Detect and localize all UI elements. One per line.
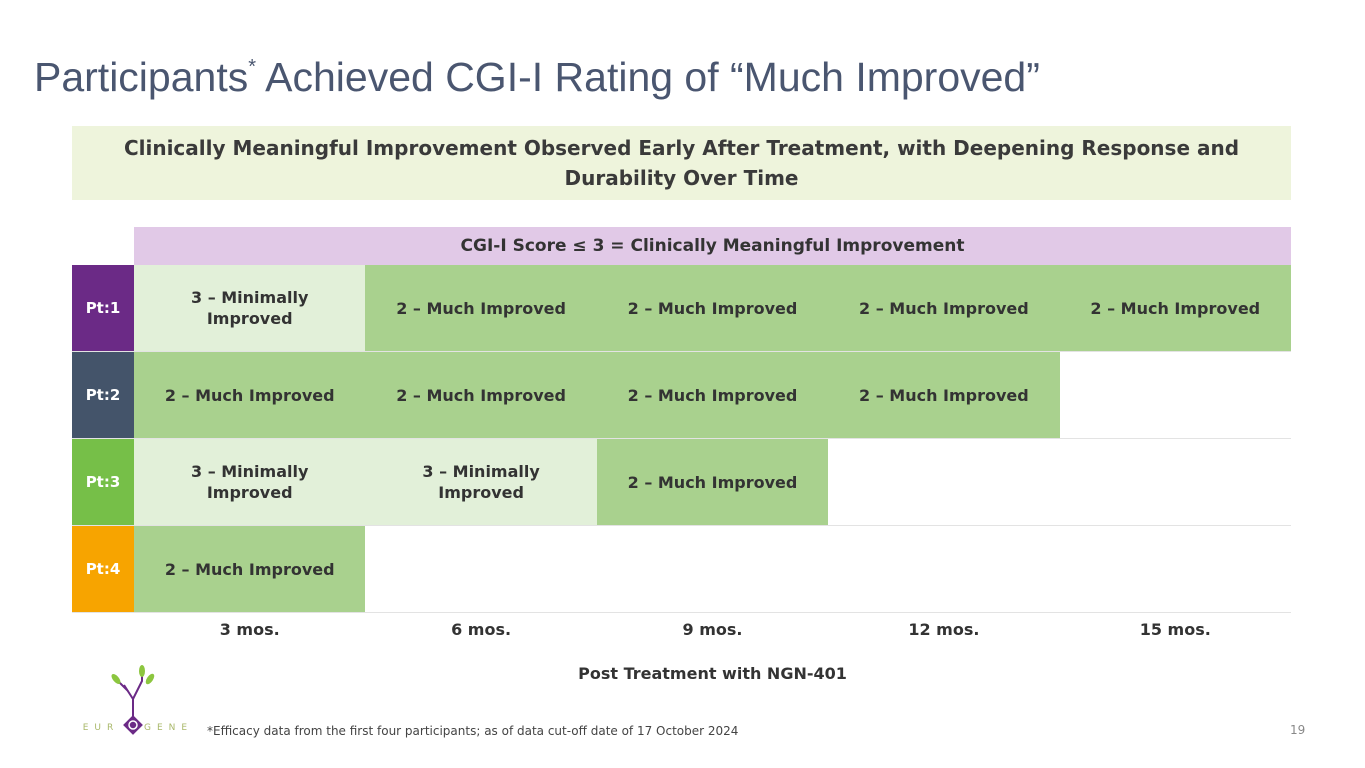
rating-cell: 2 – Much Improved (134, 352, 366, 438)
rating-cell: 3 – Minimally Improved (134, 439, 366, 525)
table-row: Pt:3 3 – Minimally Improved 3 – Minimally … (72, 439, 1291, 526)
timepoint-label: 15 mos. (1139, 620, 1211, 639)
empty-cell (1060, 439, 1291, 525)
timepoint-label: 3 mos. (219, 620, 280, 639)
rating-cell: 2 – Much Improved (596, 439, 829, 525)
axis-label: Post Treatment with NGN-401 (578, 664, 847, 683)
table-header: CGI-I Score ≤ 3 = Clinically Meaningful … (134, 227, 1291, 265)
svg-text:NEUR: NEUR (78, 723, 119, 733)
timepoint-label: 9 mos. (682, 620, 743, 639)
rating-cell: 2 – Much Improved (828, 265, 1060, 351)
neurogene-logo: NEUR GENE (78, 665, 188, 735)
rating-cell: 2 – Much Improved (1059, 265, 1291, 351)
rating-cell: 2 – Much Improved (596, 352, 829, 438)
page-number: 19 (1290, 723, 1306, 737)
summary-banner: Clinically Meaningful Improvement Observ… (72, 126, 1291, 200)
timepoint-axis: 3 mos. 6 mos. 9 mos. 12 mos. 15 mos. (134, 620, 1291, 639)
rating-cell: 2 – Much Improved (365, 265, 597, 351)
empty-cell (828, 439, 1059, 525)
participant-label: Pt:2 (72, 352, 134, 438)
participant-label: Pt:1 (72, 265, 134, 351)
slide-title: Participants* Achieved CGI-I Rating of “… (34, 54, 1040, 100)
table-row: Pt:4 2 – Much Improved (72, 526, 1291, 613)
table-row: Pt:1 3 – Minimally Improved 2 – Much Impro… (72, 265, 1291, 352)
participant-label: Pt:4 (72, 526, 134, 612)
rating-cell: 2 – Much Improved (134, 526, 366, 612)
footnote: *Efficacy data from the first four parti… (207, 724, 739, 738)
svg-text:GENE: GENE (144, 723, 188, 733)
timepoint-label: 12 mos. (908, 620, 980, 639)
empty-cell (828, 526, 1059, 612)
rating-cell: 2 – Much Improved (596, 265, 829, 351)
participant-label: Pt:3 (72, 439, 134, 525)
timepoint-label: 6 mos. (451, 620, 512, 639)
table-row: Pt:2 2 – Much Improved 2 – Much Improved 2 … (72, 352, 1291, 439)
empty-cell (1060, 352, 1291, 438)
rating-cell: 3 – Minimally Improved (134, 265, 366, 351)
rating-cell: 3 – Minimally Improved (365, 439, 597, 525)
empty-cell (597, 526, 828, 612)
empty-cell (1060, 526, 1291, 612)
rating-cell: 2 – Much Improved (365, 352, 597, 438)
rating-cell: 2 – Much Improved (828, 352, 1060, 438)
empty-cell (365, 526, 596, 612)
